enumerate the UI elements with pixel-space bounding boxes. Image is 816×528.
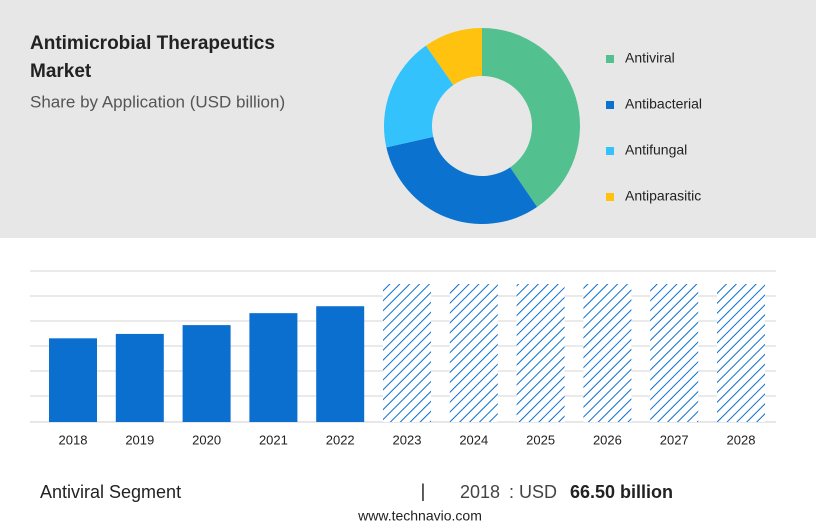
footer-separator: | xyxy=(421,481,426,501)
footer-year: 2018 xyxy=(460,482,500,502)
x-tick-label: 2021 xyxy=(259,432,288,447)
forecast-bar xyxy=(449,284,498,422)
footer-currency: : USD xyxy=(509,482,557,502)
title: Antimicrobial Therapeutics xyxy=(30,33,275,54)
bar xyxy=(49,338,97,422)
donut-segment xyxy=(386,136,538,225)
x-tick-label: 2028 xyxy=(727,432,756,447)
donut-segment xyxy=(482,28,580,208)
legend-label: Antiparasitic xyxy=(625,188,701,204)
bar xyxy=(182,325,231,422)
bar xyxy=(115,333,164,422)
legend-swatch xyxy=(606,193,614,201)
donut-segment xyxy=(384,45,454,148)
legend-label: Antiviral xyxy=(625,50,675,66)
legend-swatch xyxy=(606,147,614,155)
x-tick-label: 2027 xyxy=(660,432,689,447)
x-tick-label: 2023 xyxy=(393,432,422,447)
x-tick-label: 2026 xyxy=(593,432,622,447)
forecast-bar xyxy=(583,284,632,422)
forecast-bar xyxy=(717,284,765,422)
bar xyxy=(316,306,365,422)
donut-segment xyxy=(425,28,482,86)
x-tick-label: 2025 xyxy=(526,432,555,447)
x-tick-label: 2022 xyxy=(326,432,355,447)
forecast-bar xyxy=(516,284,565,422)
x-tick-label: 2024 xyxy=(459,432,488,447)
legend-label: Antifungal xyxy=(625,142,687,158)
bar xyxy=(249,313,298,422)
x-tick-label: 2018 xyxy=(59,432,88,447)
x-tick-label: 2019 xyxy=(125,432,154,447)
subtitle: Share by Application (USD billion) xyxy=(30,92,285,111)
footer-segment: Antiviral Segment xyxy=(40,482,181,502)
x-tick-label: 2020 xyxy=(192,432,221,447)
title: Market xyxy=(30,61,92,82)
forecast-bar xyxy=(650,284,699,422)
legend-swatch xyxy=(606,101,614,109)
legend-label: Antibacterial xyxy=(625,96,702,112)
footer-value: 66.50 billion xyxy=(570,482,673,502)
footer-site: www.technavio.com xyxy=(357,508,482,524)
legend-swatch xyxy=(606,55,614,63)
forecast-bar xyxy=(383,284,431,422)
